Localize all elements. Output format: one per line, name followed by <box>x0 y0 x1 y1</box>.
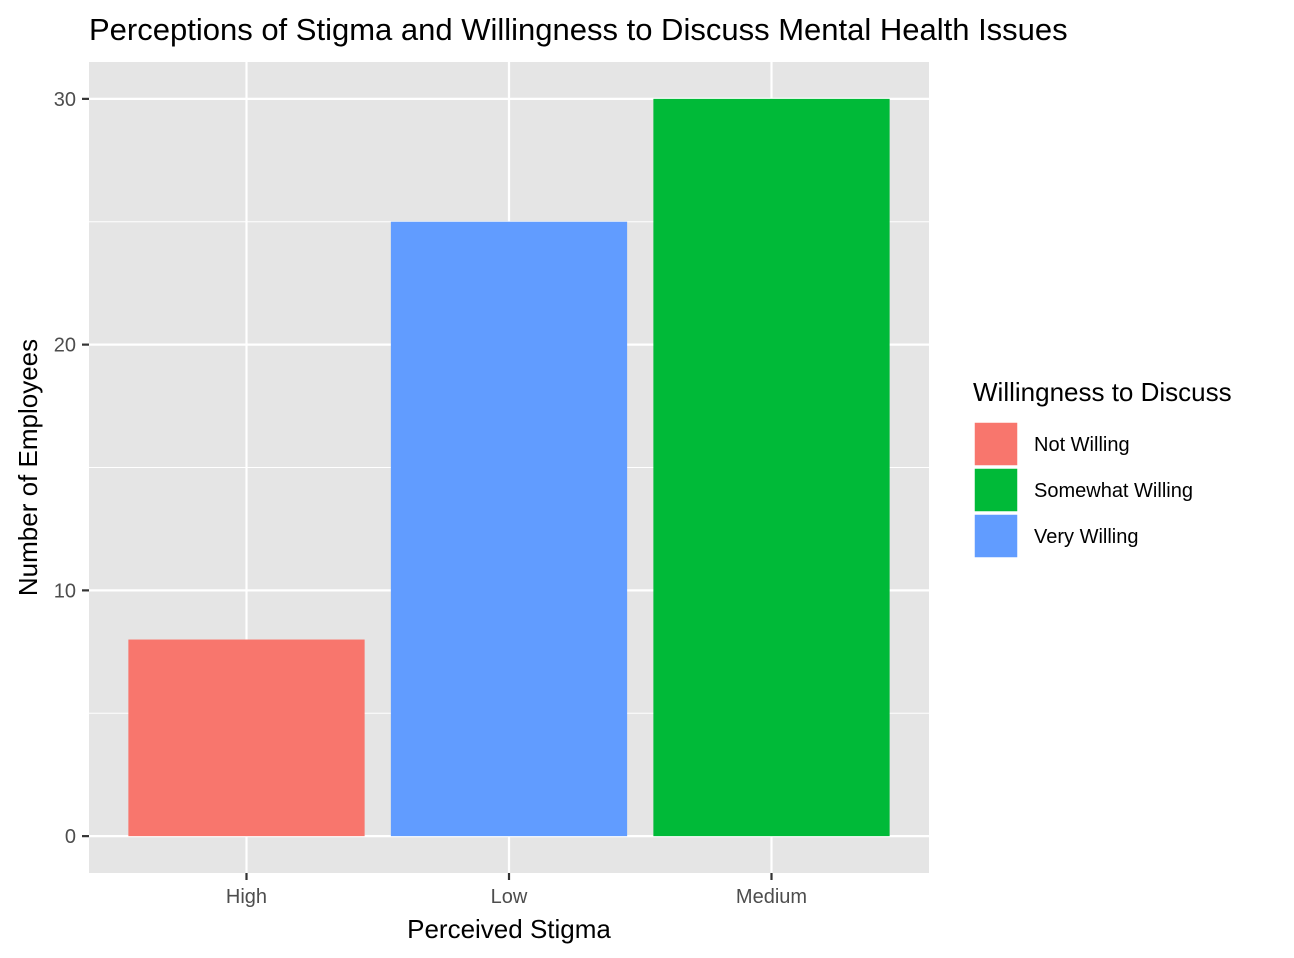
bars <box>128 98 890 837</box>
legend-label: Not Willing <box>1034 434 1130 456</box>
y-axis: 0 10 20 30 <box>54 89 89 848</box>
bar-high <box>128 639 365 837</box>
bar-low <box>390 221 628 837</box>
legend-entries: Not Willing Somewhat Willing Very Willing <box>973 421 1193 559</box>
legend-swatch <box>973 421 1019 467</box>
legend-label: Somewhat Willing <box>1034 480 1193 502</box>
y-tick-label: 0 <box>65 826 76 848</box>
x-axis-title: Perceived Stigma <box>407 914 611 944</box>
y-axis-title: Number of Employees <box>13 339 43 596</box>
legend: Willingness to Discuss Not Willing Somewh… <box>973 377 1232 559</box>
y-tick-label: 20 <box>54 335 76 357</box>
legend-swatch <box>973 513 1019 559</box>
legend-title: Willingness to Discuss <box>973 377 1232 407</box>
x-tick-label: High <box>226 886 267 908</box>
y-tick-label: 30 <box>54 89 76 111</box>
x-tick-label: Medium <box>736 886 807 908</box>
chart-title: Perceptions of Stigma and Willingness to… <box>89 12 1068 47</box>
y-tick-label: 10 <box>54 580 76 602</box>
legend-swatch <box>973 467 1019 513</box>
bar-medium <box>653 98 890 837</box>
x-tick-label: Low <box>491 886 528 908</box>
x-axis: High Low Medium <box>226 873 807 908</box>
legend-label: Very Willing <box>1034 526 1138 548</box>
